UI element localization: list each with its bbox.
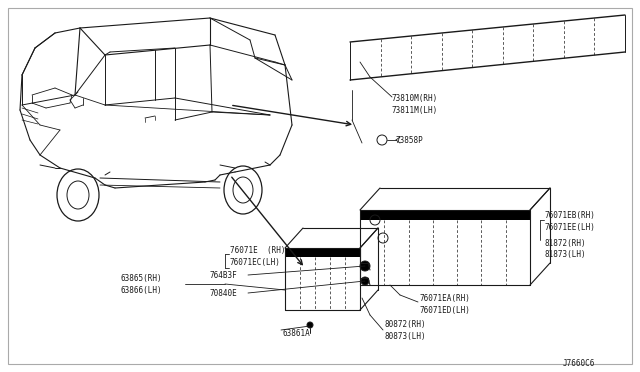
Text: 80872(RH): 80872(RH) [385,321,427,330]
Text: 63865(RH): 63865(RH) [120,273,162,282]
Text: 76071EE(LH): 76071EE(LH) [545,222,596,231]
Text: 76071ED(LH): 76071ED(LH) [420,305,471,314]
Text: 76071EA(RH): 76071EA(RH) [420,294,471,302]
Text: 63866(LH): 63866(LH) [120,285,162,295]
Text: 73858P: 73858P [396,135,424,144]
Text: 63861A: 63861A [283,328,311,337]
Text: 70840E: 70840E [210,289,237,298]
Text: 764B3F: 764B3F [210,270,237,279]
Text: J7660C6: J7660C6 [563,359,595,368]
Text: 76071EC(LH): 76071EC(LH) [230,257,281,266]
Text: 81873(LH): 81873(LH) [545,250,587,260]
Bar [360,210,530,220]
Circle shape [360,261,370,271]
Circle shape [361,277,369,285]
Text: 73810M(RH): 73810M(RH) [392,93,438,103]
Text: 76071EB(RH): 76071EB(RH) [545,211,596,219]
Text: 76071E  (RH): 76071E (RH) [230,246,285,254]
Circle shape [307,322,313,328]
Bar [285,248,360,257]
Text: 73811M(LH): 73811M(LH) [392,106,438,115]
Text: 81872(RH): 81872(RH) [545,238,587,247]
Text: 80873(LH): 80873(LH) [385,333,427,341]
